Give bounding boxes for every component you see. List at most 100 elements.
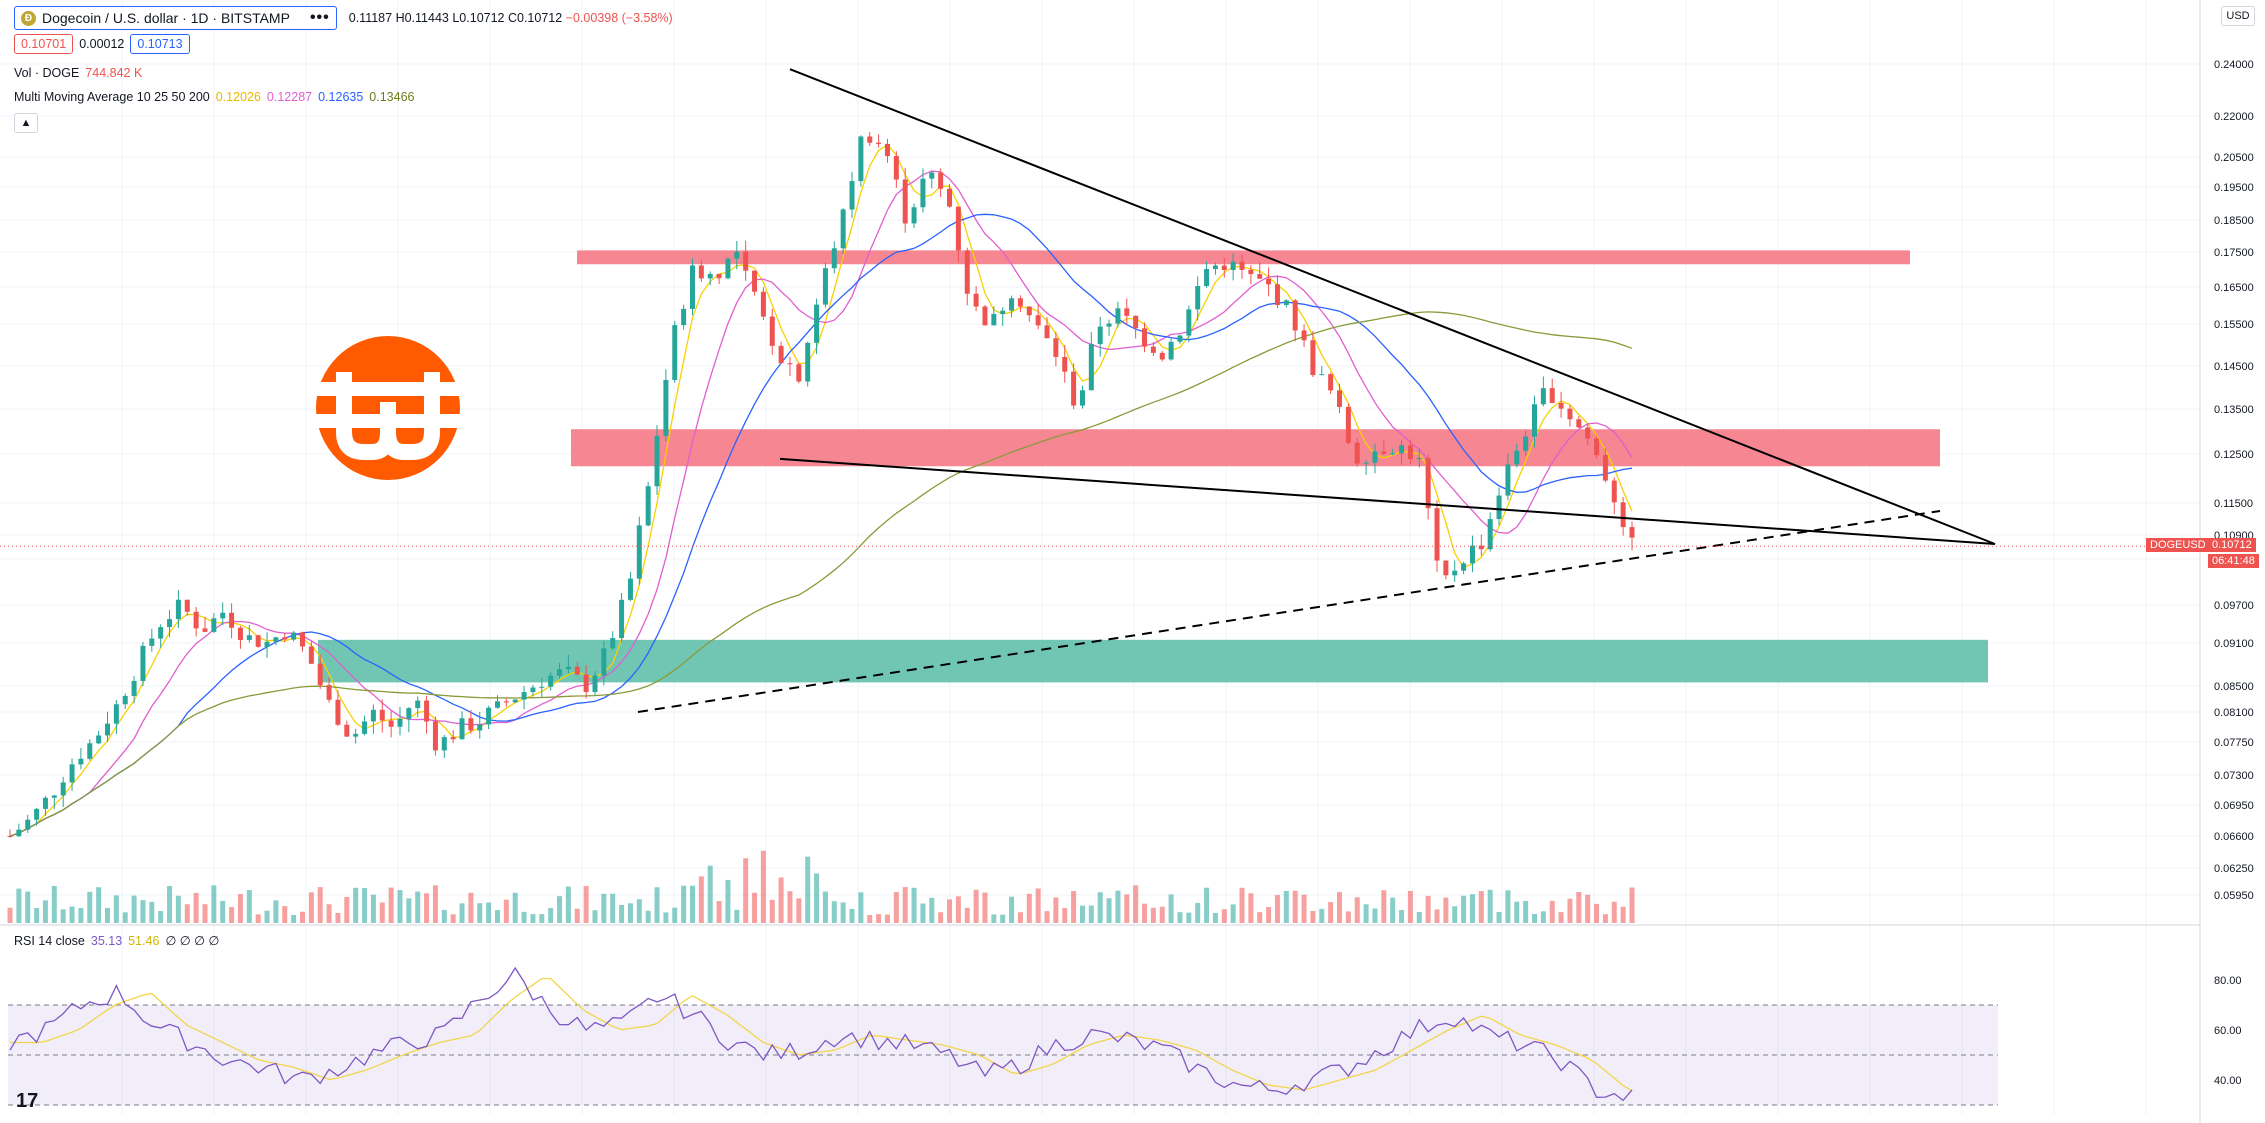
- volume-bar: [397, 890, 403, 923]
- volume-bar: [1071, 891, 1077, 923]
- ma25-line: [9, 170, 1633, 837]
- rsi-tick-label: 80.00: [2214, 975, 2242, 987]
- candle-body: [273, 637, 279, 642]
- volume-bar: [1567, 898, 1573, 923]
- candle-body: [193, 611, 199, 629]
- candle-body: [1319, 374, 1325, 376]
- volume-bar: [1514, 901, 1520, 923]
- candle-body: [494, 701, 500, 708]
- candle-body: [548, 675, 554, 687]
- volume-bar: [432, 885, 438, 923]
- volume-bar: [1363, 904, 1369, 923]
- grid-lines: [0, 0, 2200, 1115]
- volume-bar: [1115, 890, 1121, 923]
- candle-body: [964, 250, 970, 294]
- candle-body: [149, 638, 155, 646]
- candle-body: [424, 700, 430, 722]
- volume-bar: [1434, 909, 1440, 923]
- symbol-legend: Ð Dogecoin / U.S. dollar · 1D · BITSTAMP…: [14, 6, 673, 30]
- price-tick-label: 0.13500: [2214, 404, 2254, 416]
- candle-body: [291, 632, 297, 640]
- candle-body: [929, 172, 935, 179]
- volume-bar: [503, 899, 509, 923]
- volume-bar: [459, 903, 465, 923]
- trendline-lower: [779, 457, 1996, 545]
- more-horizontal-icon[interactable]: •••: [309, 9, 330, 26]
- volume-bar: [335, 912, 341, 923]
- volume-bar: [743, 858, 749, 923]
- volume-bar: [167, 885, 173, 923]
- candle-body: [370, 709, 376, 722]
- volume-bar: [645, 910, 651, 923]
- candle-body: [601, 648, 607, 676]
- candle-body: [654, 435, 660, 487]
- volume-bar: [521, 911, 527, 923]
- candle-body: [477, 724, 483, 731]
- candle-body: [7, 836, 13, 837]
- buy-price-button[interactable]: 0.10713: [130, 34, 190, 54]
- candle-body: [1310, 340, 1316, 376]
- currency-selector[interactable]: USD: [2221, 6, 2255, 26]
- candle-body: [1594, 438, 1600, 456]
- price-tick-label: 0.06600: [2214, 831, 2254, 843]
- volume-bar: [1017, 912, 1023, 923]
- volume-bar: [1195, 902, 1201, 923]
- price-zones: [318, 250, 1988, 683]
- candle-body: [379, 709, 385, 721]
- candle-body: [335, 699, 341, 725]
- volume-bar: [1142, 903, 1148, 923]
- ma-legend: Multi Moving Average 10 25 50 200 0.1202…: [14, 90, 414, 104]
- volume-bar: [1523, 900, 1529, 923]
- volume-bar: [220, 900, 226, 923]
- candle-body: [521, 692, 527, 700]
- volume-bar: [849, 908, 855, 923]
- candle-body: [1283, 300, 1289, 306]
- candle-body: [681, 308, 687, 326]
- candle-body: [619, 599, 625, 639]
- candle-body: [592, 675, 598, 692]
- candle-body: [1044, 325, 1050, 339]
- candle-body: [1585, 427, 1591, 439]
- rsi-ma-line: [10, 977, 1633, 1092]
- volume-bar: [840, 902, 846, 923]
- volume-bar: [1133, 885, 1139, 923]
- high-value: H0.11443: [395, 11, 449, 25]
- volume-bar: [1452, 906, 1458, 923]
- symbol-title: Dogecoin / U.S. dollar · 1D · BITSTAMP: [42, 10, 290, 26]
- candle-body: [512, 699, 518, 703]
- volume-bar: [778, 877, 784, 923]
- candle-body: [1620, 502, 1626, 528]
- volume-bar: [1585, 894, 1591, 923]
- chevron-up-icon[interactable]: ▲: [14, 113, 38, 133]
- symbol-selector[interactable]: Ð Dogecoin / U.S. dollar · 1D · BITSTAMP…: [14, 6, 337, 30]
- candle-body: [1257, 274, 1263, 279]
- volume-bar: [1150, 907, 1156, 923]
- candle-body: [1106, 323, 1112, 327]
- candle-body: [16, 829, 22, 837]
- rsi-line: [9, 966, 1633, 1102]
- candle-body: [840, 209, 846, 249]
- rsi-value: 35.13: [90, 933, 123, 948]
- volume-bar: [1035, 888, 1041, 923]
- candle-body: [1469, 545, 1475, 564]
- candle-body: [1079, 390, 1085, 406]
- rsi-label: RSI 14 close: [14, 933, 85, 948]
- volume-bar: [122, 912, 128, 923]
- candle-body: [1017, 298, 1023, 307]
- volume-bar: [1576, 891, 1582, 923]
- volume-bar: [131, 895, 137, 923]
- volume-bar: [991, 914, 997, 923]
- ma200-value: 0.13466: [369, 90, 415, 104]
- candle-body: [1000, 310, 1006, 314]
- candle-body: [60, 782, 66, 796]
- candle-body: [308, 646, 314, 664]
- volume-bar: [1106, 898, 1112, 923]
- sell-price-button[interactable]: 0.10701: [14, 34, 74, 54]
- candle-body: [158, 627, 164, 639]
- price-tick-label: 0.17500: [2214, 247, 2254, 259]
- volume-bar: [1177, 912, 1183, 923]
- candle-body: [1576, 419, 1582, 428]
- volume-bar: [1097, 892, 1103, 923]
- volume-bar: [1310, 910, 1316, 923]
